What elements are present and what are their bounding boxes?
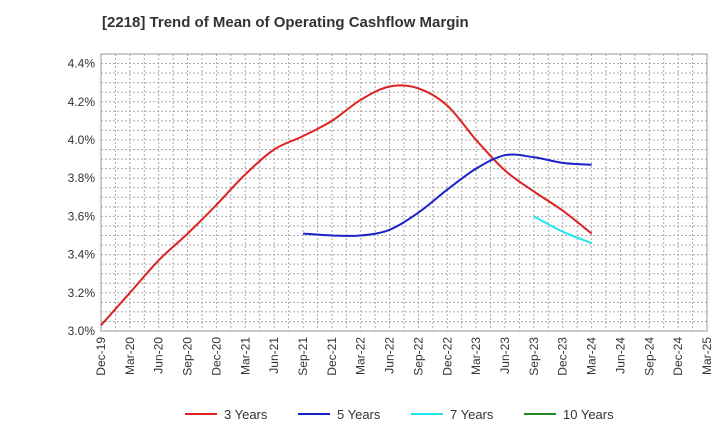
y-tick-label: 3.6%	[68, 209, 96, 223]
y-axis: 3.0% 3.2% 3.4% 3.6% 3.8% 4.0% 4.2% 4.4%	[68, 57, 96, 338]
x-tick-label: Sep-22	[411, 337, 425, 376]
x-tick-label: Mar-22	[354, 337, 368, 375]
legend-label-3-years: 3 Years	[224, 407, 268, 422]
x-tick-label: Sep-24	[642, 337, 656, 376]
y-tick-label: 3.8%	[68, 171, 96, 185]
legend-label-10-years: 10 Years	[563, 407, 614, 422]
x-tick-label: Sep-20	[181, 337, 195, 376]
x-tick-label: Dec-21	[325, 337, 339, 376]
x-tick-label: Jun-24	[613, 337, 627, 374]
series-line-3-years	[100, 84, 593, 326]
y-tick-label: 3.4%	[68, 248, 96, 262]
grid-lines	[101, 54, 707, 331]
legend-label-7-years: 7 Years	[450, 407, 494, 422]
x-tick-label: Mar-25	[700, 337, 714, 375]
x-tick-label: Dec-22	[440, 337, 454, 376]
y-tick-label: 4.0%	[68, 133, 96, 147]
x-tick-label: Mar-20	[123, 337, 137, 375]
y-tick-label: 3.0%	[68, 324, 96, 338]
plot-area-border	[100, 53, 708, 332]
x-tick-label: Jun-21	[267, 337, 281, 374]
x-tick-label: Dec-23	[556, 337, 570, 376]
x-tick-label: Sep-21	[296, 337, 310, 376]
x-axis: Dec-19 Mar-20 Jun-20 Sep-20 Dec-20 Mar-21 Jun-…	[94, 337, 714, 376]
y-tick-label: 4.4%	[68, 57, 96, 71]
x-tick-label: Dec-19	[94, 337, 108, 376]
x-tick-label: Mar-21	[238, 337, 252, 375]
legend: 3 Years 5 Years 7 Years 10 Years	[185, 407, 614, 422]
series-lines	[100, 84, 593, 326]
chart-title: [2218] Trend of Mean of Operating Cashfl…	[102, 14, 469, 31]
legend-label-5-years: 5 Years	[337, 407, 381, 422]
x-tick-label: Mar-23	[469, 337, 483, 375]
x-tick-label: Jun-23	[498, 337, 512, 374]
x-tick-label: Dec-20	[209, 337, 223, 376]
x-tick-label: Jun-22	[383, 337, 397, 374]
y-tick-label: 3.2%	[68, 286, 96, 300]
x-tick-label: Jun-20	[152, 337, 166, 374]
series-line-7-years	[533, 215, 592, 245]
series-line-5-years	[302, 153, 592, 237]
x-tick-label: Mar-24	[585, 337, 599, 375]
x-tick-label: Dec-24	[671, 337, 685, 376]
y-tick-label: 4.2%	[68, 95, 96, 109]
x-tick-label: Sep-23	[527, 337, 541, 376]
